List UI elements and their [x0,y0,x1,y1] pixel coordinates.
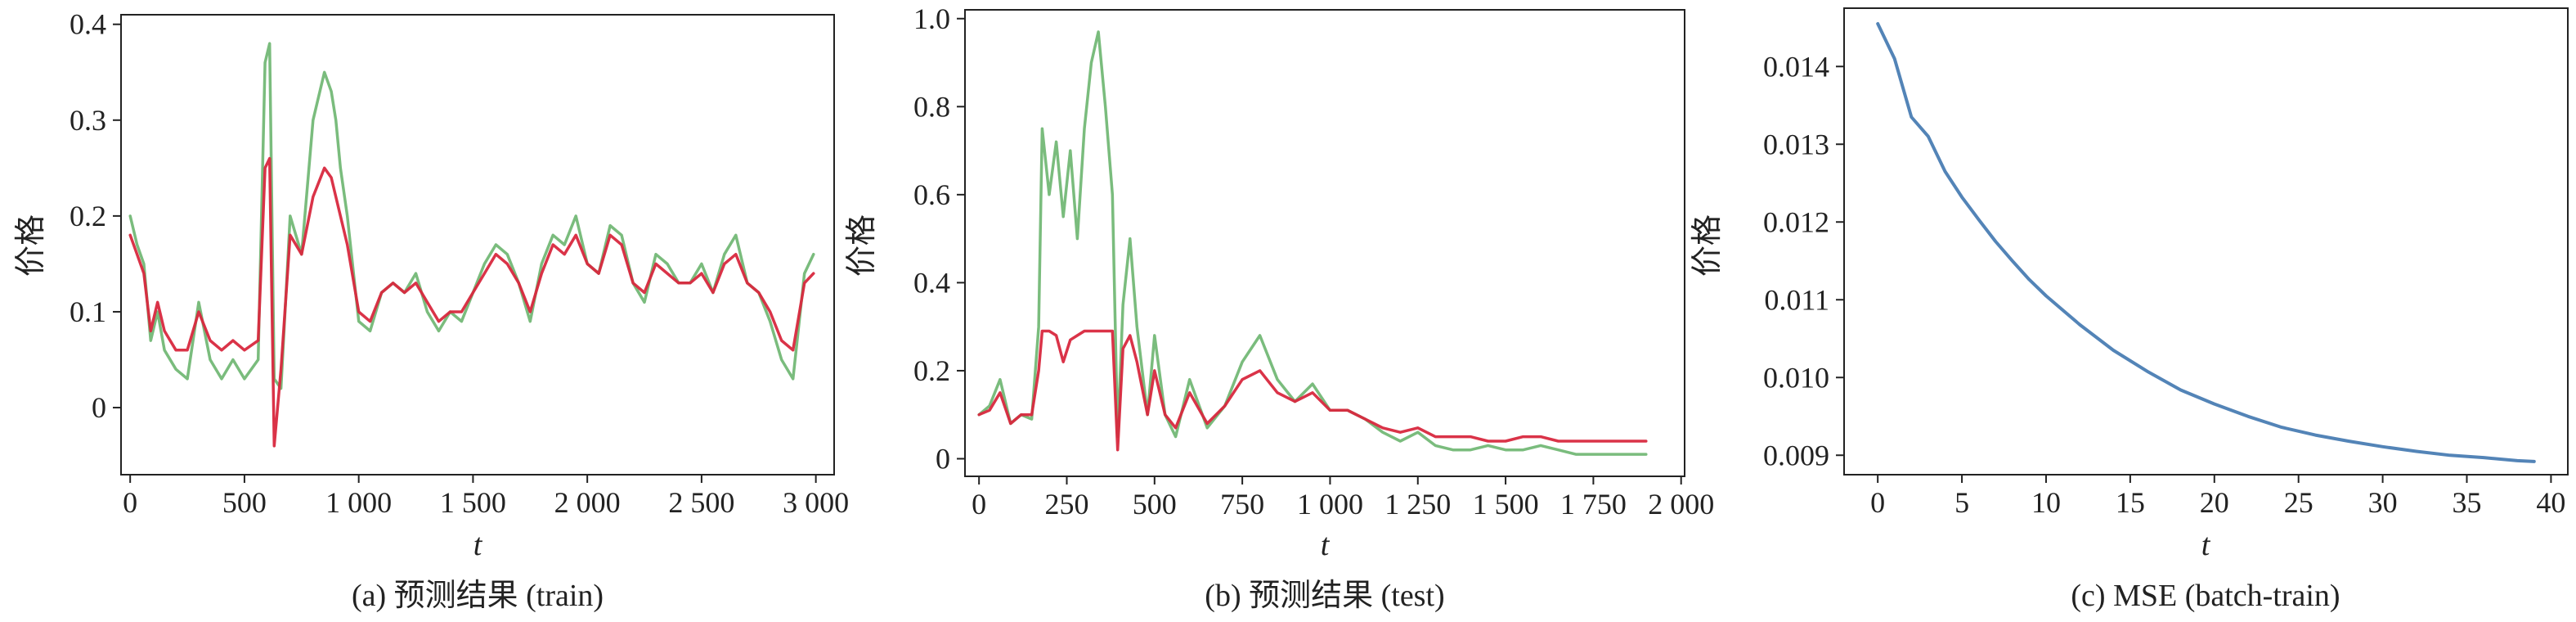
plot-a-xtick-label: 500 [222,486,267,519]
plot-b-xtick-label: 2 000 [1648,488,1714,521]
plot-b-xtick-label: 1 500 [1473,488,1539,521]
plot-b-xtick-label: 0 [972,488,986,521]
plot-c-ytick-label: 0.012 [1763,205,1829,238]
plot-b-ytick-label: 0.6 [913,178,950,211]
plot-a-ylabel: 价格 [14,214,48,277]
plot-c-xtick-label: 10 [2031,486,2061,519]
panel-c: 0 5 10 15 20 25 30 35 40 0.0090.0100.0110.0120.0… [1690,7,2569,613]
plot-b-yticks: 0 0.2 0.4 0.6 0.8 1.0 [913,2,965,475]
plot-a-xtick-label: 1 500 [440,486,506,519]
plot-c-ytick-label: 0.009 [1763,439,1829,471]
plot-b-xtick-label: 750 [1220,488,1264,521]
plot-a-xticks: 0 500 1 000 1 500 2 000 2 500 3 000 [123,475,849,519]
plot-c-xtick-label: 30 [2368,486,2398,519]
plot-c-ytick-label: 0.011 [1764,283,1829,316]
plot-a-xtick-label: 0 [123,486,137,519]
plot-a-ytick-label: 0 [92,391,106,424]
plot-c-xticks: 0 5 10 15 20 25 30 35 40 [1870,475,2565,519]
plot-c-series-line-0 [1876,22,2536,463]
plot-c-xtick-label: 20 [2200,486,2229,519]
plot-a-series-line-0 [128,42,815,390]
plot-a-yticks: 0 0.1 0.2 0.3 0.4 [70,8,121,424]
plot-c-frame [1843,7,2569,476]
plot-b-xtick-label: 1 750 [1560,488,1627,521]
panel-a: 0 500 1 000 1 500 2 000 2 500 3 000 0 0.1 0.2 0.3… [14,8,849,613]
plot-b-series-line-1 [977,329,1648,452]
plot-c-xtick-label: 40 [2536,486,2565,519]
plot-c-xtick-label: 0 [1870,486,1885,519]
plot-c-series [1876,22,2536,463]
plot-a-series-line-1 [128,156,815,448]
plot-c-ytick-label: 0.013 [1763,128,1829,160]
plot-b-xticks: 0 250 500 750 1 000 1 250 1 500 1 750 2 000 [972,476,1714,521]
plot-a-xtick-label: 3 000 [783,486,849,519]
plot-c-xtick-label: 35 [2453,486,2482,519]
plot-c-xtick-label: 25 [2284,486,2313,519]
plot-b-xtick-label: 1 250 [1384,488,1451,521]
plot-a-ytick-label: 0.2 [70,200,106,232]
plot-b-ytick-label: 0.8 [913,90,950,123]
plot-c-ytick-label: 0.014 [1763,50,1829,83]
plot-b-caption: (b) 预测结果 (test) [1205,579,1444,613]
plot-c-caption: (c) MSE (batch-train) [2071,579,2340,613]
plot-c-yticks: 0.009 0.010 0.011 0.012 0.013 0.014 [1763,50,1844,471]
plot-c-xtick-label: 15 [2116,486,2145,519]
plot-b-ytick-label: 1.0 [913,2,950,35]
plot-a-ytick-label: 0.4 [70,8,106,41]
plot-a-ytick-label: 0.3 [70,104,106,137]
plot-b-ytick-label: 0.4 [913,266,950,299]
plot-a-xlabel: t [473,528,483,562]
plot-b-series [977,30,1648,456]
plot-c-xtick-label: 5 [1954,486,1969,519]
plot-a-series [128,42,815,448]
plot-b-ytick-label: 0 [936,442,950,475]
plot-b-ylabel: 价格 [845,214,879,277]
plot-b-xtick-label: 250 [1044,488,1088,521]
plot-a-caption: (a) 预测结果 (train) [352,579,604,613]
plot-b-frame [964,9,1685,477]
plot-c-ylabel: 价格 [1690,214,1725,277]
plot-c-xlabel: t [2201,528,2211,562]
plot-b-series-line-0 [977,30,1648,456]
plot-b-xtick-label: 1 000 [1297,488,1363,521]
plot-a-xtick-label: 1 000 [325,486,392,519]
panel-b: 0 250 500 750 1 000 1 250 1 500 1 750 2 000 0 0.2… [845,2,1714,613]
plot-b-xlabel: t [1321,528,1331,562]
plot-b-ytick-label: 0.2 [913,354,950,387]
plot-a-ytick-label: 0.1 [70,295,106,328]
plot-a-xtick-label: 2 000 [554,486,621,519]
plot-a-xtick-label: 2 500 [668,486,734,519]
plot-b-xtick-label: 500 [1133,488,1177,521]
plot-a-frame [120,14,835,476]
plot-c-ytick-label: 0.010 [1763,361,1829,394]
